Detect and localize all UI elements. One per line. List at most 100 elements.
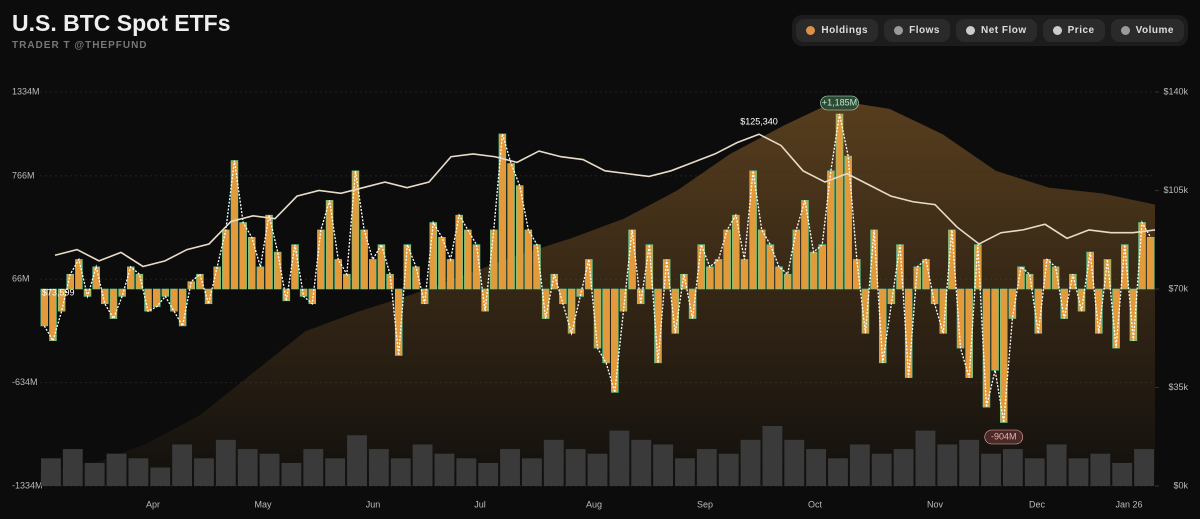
- volume-bar: [762, 426, 783, 486]
- flow-bar: [230, 160, 239, 290]
- flow-bar: [948, 229, 956, 290]
- volume-bar: [237, 449, 258, 486]
- button-label: Flows: [909, 25, 940, 36]
- volume-bar: [84, 462, 105, 486]
- button-icon: [1120, 26, 1130, 35]
- flow-bar: [576, 288, 584, 297]
- flow-bar: [818, 244, 826, 290]
- volume-bar: [521, 458, 542, 486]
- flow-bar: [533, 244, 541, 290]
- volume-bar: [784, 439, 805, 486]
- y2-tick-label: $35k: [1168, 382, 1188, 392]
- flow-bar: [317, 229, 325, 290]
- flow-bar: [343, 273, 351, 290]
- toggle-button[interactable]: Volume: [1110, 19, 1184, 42]
- y2-tick-label: $70k: [1168, 283, 1188, 293]
- volume-bar: [849, 444, 870, 486]
- volume-bar: [1024, 458, 1045, 486]
- annotation-pill: [984, 429, 1024, 445]
- y2-tick-label: $0k: [1173, 480, 1188, 490]
- volume-bar: [41, 458, 61, 486]
- flow-bar: [887, 288, 896, 305]
- flow-bar: [982, 288, 991, 408]
- flow-bar: [1103, 259, 1112, 290]
- toggle-button[interactable]: Price: [1042, 19, 1105, 42]
- flow-bar: [1112, 288, 1120, 349]
- flow-bar: [636, 288, 645, 305]
- volume-bar: [718, 453, 739, 486]
- volume-bar: [1134, 449, 1154, 486]
- y-tick-label: 766M: [12, 170, 35, 180]
- flow-bar: [222, 229, 230, 290]
- flow-bar: [265, 214, 273, 290]
- price-peak-label: $125,340: [740, 116, 778, 126]
- volume-bar: [740, 439, 761, 486]
- volume-bar: [434, 453, 455, 486]
- volume-bar: [281, 462, 302, 486]
- button-label: Volume: [1135, 25, 1174, 36]
- x-tick-label: Sep: [697, 499, 713, 509]
- volume-bar: [1002, 449, 1023, 486]
- flow-bar: [524, 229, 533, 290]
- toggle-button[interactable]: Flows: [884, 19, 950, 42]
- flow-bar: [835, 113, 844, 290]
- flow-bar: [334, 259, 342, 290]
- toggle-button[interactable]: Holdings: [796, 19, 879, 42]
- flow-bar: [714, 259, 723, 290]
- button-icon: [806, 26, 816, 35]
- button-icon: [1052, 26, 1062, 35]
- volume-bar: [106, 453, 127, 486]
- x-tick-label: Aug: [586, 499, 602, 509]
- x-tick-label: Nov: [927, 499, 944, 509]
- flow-bar: [360, 229, 368, 290]
- flow-bar: [680, 273, 688, 290]
- flow-bar: [204, 288, 213, 305]
- volume-bar: [172, 444, 193, 486]
- flow-bar: [878, 288, 887, 364]
- flow-bar: [126, 266, 135, 290]
- y2-tick-label: $140k: [1163, 86, 1188, 96]
- flow-bar: [57, 288, 66, 312]
- volume-bar: [259, 453, 280, 486]
- volume-bar: [653, 444, 674, 486]
- flow-bar: [1043, 259, 1051, 290]
- flow-bar: [1069, 273, 1077, 290]
- volume-bar: [1090, 453, 1111, 486]
- x-tick-label: Dec: [1029, 499, 1046, 509]
- x-tick-label: May: [254, 499, 272, 509]
- volume-bar: [1046, 444, 1067, 486]
- flow-bar: [377, 244, 386, 290]
- flow-bar: [870, 229, 878, 290]
- flow-bar: [196, 273, 204, 290]
- flow-bar: [706, 266, 714, 290]
- title: U.S. BTC Spot ETFs: [12, 10, 231, 36]
- volume-bar: [303, 449, 324, 486]
- net-flow-line: [43, 113, 1152, 423]
- flow-bar: [351, 170, 360, 290]
- flow-bar: [1120, 244, 1129, 290]
- volume-bar: [565, 449, 586, 486]
- flow-bar: [178, 288, 187, 327]
- volume-bar: [456, 458, 477, 486]
- flow-bar: [965, 288, 973, 378]
- flow-bar: [783, 273, 792, 290]
- flow-bar: [490, 229, 498, 290]
- flow-bar: [429, 222, 438, 290]
- volume-bar: [194, 458, 214, 486]
- flow-bar: [420, 288, 429, 305]
- button-label: Price: [1067, 25, 1095, 36]
- y-tick-label: 66M: [12, 274, 30, 284]
- flow-bar: [1146, 237, 1155, 290]
- flow-bar: [766, 244, 775, 290]
- toolbar: Holdings Flows Net Flow Price Volume: [792, 15, 1188, 46]
- flow-bar: [187, 281, 196, 290]
- annotation: -904M: [991, 431, 1017, 441]
- volume-bar: [478, 462, 499, 486]
- volume-bar: [543, 439, 564, 486]
- toggle-button[interactable]: Net Flow: [955, 19, 1037, 42]
- flow-bar: [256, 266, 265, 290]
- flow-bar: [403, 244, 412, 290]
- y-tick-label: -634M: [12, 377, 38, 387]
- volume-bar: [937, 444, 958, 486]
